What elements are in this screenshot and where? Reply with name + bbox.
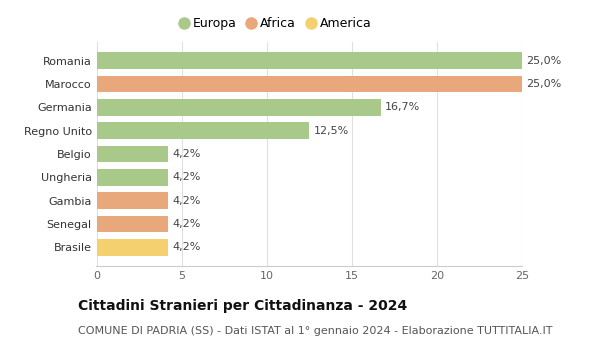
Bar bbox=[97, 146, 168, 162]
Text: 4,2%: 4,2% bbox=[173, 149, 201, 159]
Bar bbox=[97, 216, 168, 232]
Bar bbox=[97, 192, 168, 209]
Text: 4,2%: 4,2% bbox=[173, 196, 201, 206]
Text: 4,2%: 4,2% bbox=[173, 243, 201, 252]
Text: Cittadini Stranieri per Cittadinanza - 2024: Cittadini Stranieri per Cittadinanza - 2… bbox=[78, 299, 407, 313]
Bar bbox=[97, 239, 168, 256]
Bar bbox=[97, 52, 522, 69]
Bar bbox=[97, 99, 381, 116]
Text: 4,2%: 4,2% bbox=[173, 172, 201, 182]
Bar bbox=[97, 169, 168, 186]
Text: 16,7%: 16,7% bbox=[385, 102, 421, 112]
Text: 25,0%: 25,0% bbox=[526, 56, 562, 65]
Bar bbox=[97, 76, 522, 92]
Text: COMUNE DI PADRIA (SS) - Dati ISTAT al 1° gennaio 2024 - Elaborazione TUTTITALIA.: COMUNE DI PADRIA (SS) - Dati ISTAT al 1°… bbox=[78, 326, 553, 336]
Text: 12,5%: 12,5% bbox=[314, 126, 349, 136]
Text: 25,0%: 25,0% bbox=[526, 79, 562, 89]
Bar bbox=[97, 122, 310, 139]
Text: 4,2%: 4,2% bbox=[173, 219, 201, 229]
Legend: Europa, Africa, America: Europa, Africa, America bbox=[173, 12, 376, 35]
